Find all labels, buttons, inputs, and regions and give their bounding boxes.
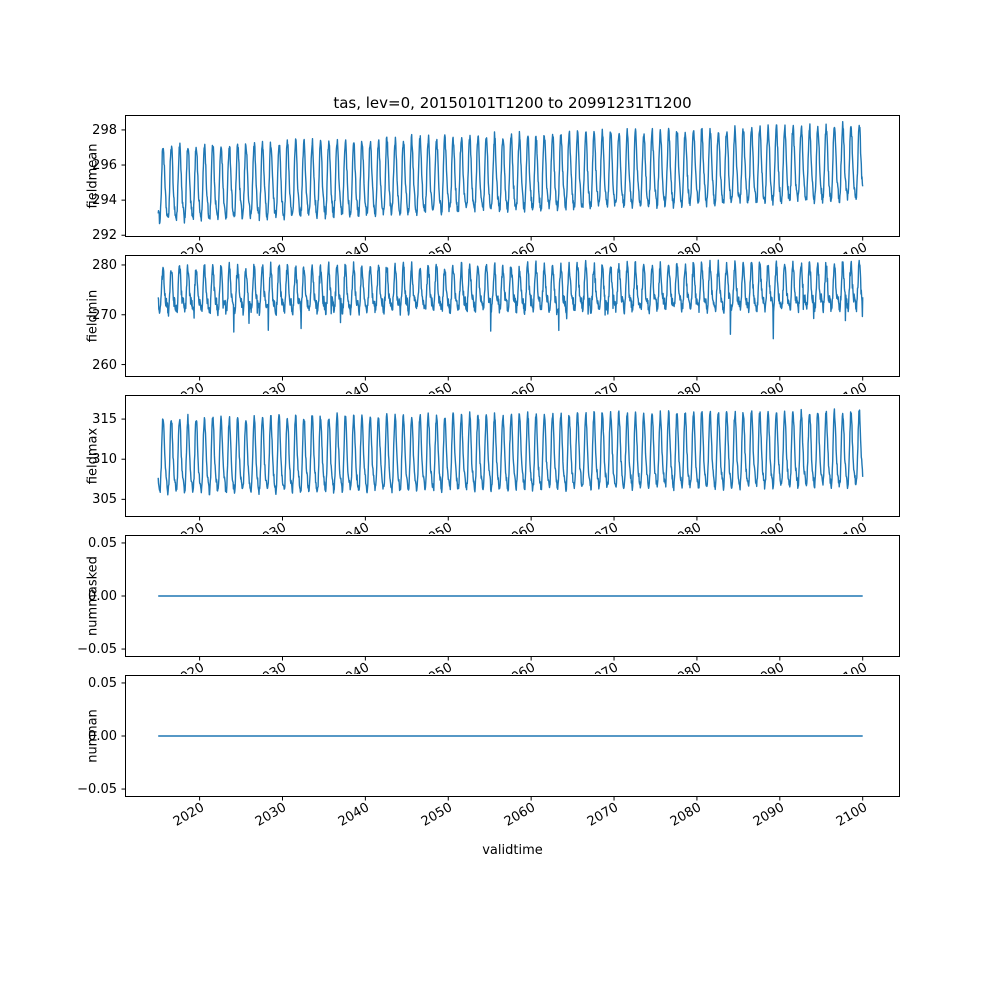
plot-area-fieldmean [121,115,900,241]
x-tick-label: 2060 [471,520,538,534]
y-tick-label: −0.05 [77,642,117,658]
axes-frame [125,115,900,237]
y-tick-label: 260 [92,357,117,373]
x-tick-label: 2060 [471,660,538,674]
x-tick-label: 2040 [305,660,372,674]
x-tick-label: 2100 [802,520,870,534]
x-tick-label: 2100 [802,380,870,394]
axes-frame [125,395,900,517]
x-tick-label: 2030 [222,520,289,534]
subplot-nummasked: nummasked−0.050.000.05202020302040205020… [0,535,1000,674]
subplot-numnan: numnan −0.05 0.00 0.05 2020 2030 2040 2050 2060 2… [0,675,1000,830]
y-tick-label: 310 [92,452,117,468]
y-tick-label: 0.05 [88,535,117,551]
x-tick-label: 2040 [305,520,372,534]
y-tick-label: 0.00 [88,589,117,604]
subplot-fieldmax: fieldmax30531031520202030204020502060207… [0,395,1000,534]
x-tick-labels: 2020 2030 2040 2050 2060 2070 2080 2090 2100 [125,799,900,841]
x-tick-label: 2020 [139,660,206,674]
x-tick-label: 2100 [833,800,870,830]
x-tick-label: 2020 [139,380,206,394]
x-tick-label: 2060 [471,380,538,394]
y-tick-label: 298 [92,122,117,138]
y-tick-label: 280 [92,257,117,273]
x-tick-label: 2020 [139,240,206,254]
x-tick-label: 2090 [719,380,787,394]
x-tick-label: 2040 [305,240,372,254]
x-tick-label: 2080 [667,800,704,830]
y-tick-label: 270 [92,307,117,323]
x-tick-labels: 2020 2030 2040 2050 2060 2070 2080 2090 2100 [125,379,900,394]
x-tick-label: 2070 [553,660,621,674]
x-tick-label: 2060 [501,800,539,830]
x-axis-label: validtime [482,843,543,858]
x-tick-label: 2090 [719,240,787,254]
y-tick-label: 315 [92,412,117,428]
subplot-fieldmean: fieldmean2922942962982020203020402050206… [0,115,1000,254]
plot-area-fieldmax [121,395,900,521]
x-tick-label: 2030 [222,380,289,394]
x-tick-label: 2040 [336,800,373,830]
axes-frame [125,535,900,657]
x-tick-label: 2090 [719,660,787,674]
x-tick-label: 2080 [636,660,704,674]
subplot-fieldmin: fieldmin26027028020202030204020502060207… [0,255,1000,394]
axes-frame [125,255,900,377]
y-tick-label: 0.00 [88,729,117,744]
x-tick-label: 2100 [802,660,870,674]
x-tick-label: 2020 [170,800,207,830]
x-tick-label: 2040 [305,380,372,394]
x-tick-label: 2050 [388,660,455,674]
x-tick-label: 2090 [750,800,787,830]
x-tick-label: 2050 [388,380,455,394]
x-tick-label: 2030 [222,240,289,254]
x-tick-label: 2070 [553,520,621,534]
x-tick-label: 2060 [471,240,538,254]
plot-area-nummasked [121,535,900,661]
y-tick-label: 294 [92,193,117,209]
y-tick-label: 296 [92,158,117,174]
plot-area-fieldmin [121,255,900,381]
data-line-fieldmax [157,408,864,496]
x-tick-label: 2080 [636,380,704,394]
x-tick-label: 2080 [636,520,704,534]
x-tick-labels: 2020 2030 2040 2050 2060 2070 2080 2090 2100 [125,659,900,674]
plot-area-numnan [121,675,900,801]
x-tick-label: 2070 [584,800,622,830]
x-tick-label: 2050 [388,520,455,534]
y-tick-label: 0.05 [88,675,117,691]
y-tick-label: −0.05 [77,782,117,798]
figure-title: tas, lev=0, 20150101T1200 to 20991231T12… [333,94,692,112]
x-tick-label: 2090 [719,520,787,534]
x-tick-label: 2050 [419,800,456,830]
x-tick-label: 2030 [253,800,290,830]
x-tick-label: 2070 [553,380,621,394]
y-tick-label: 292 [92,228,117,244]
x-tick-label: 2020 [139,520,206,534]
x-tick-label: 2070 [553,240,621,254]
x-tick-label: 2100 [802,240,870,254]
data-line-fieldmean [157,120,864,225]
x-tick-label: 2030 [222,660,289,674]
x-tick-labels: 2020 2030 2040 2050 2060 2070 2080 2090 2100 [125,239,900,254]
axes-frame [125,675,900,797]
x-tick-label: 2080 [636,240,704,254]
x-tick-labels: 2020 2030 2040 2050 2060 2070 2080 2090 2100 [125,519,900,534]
y-tick-label: 305 [92,492,117,508]
data-line-fieldmin [157,259,864,340]
x-tick-label: 2050 [388,240,455,254]
